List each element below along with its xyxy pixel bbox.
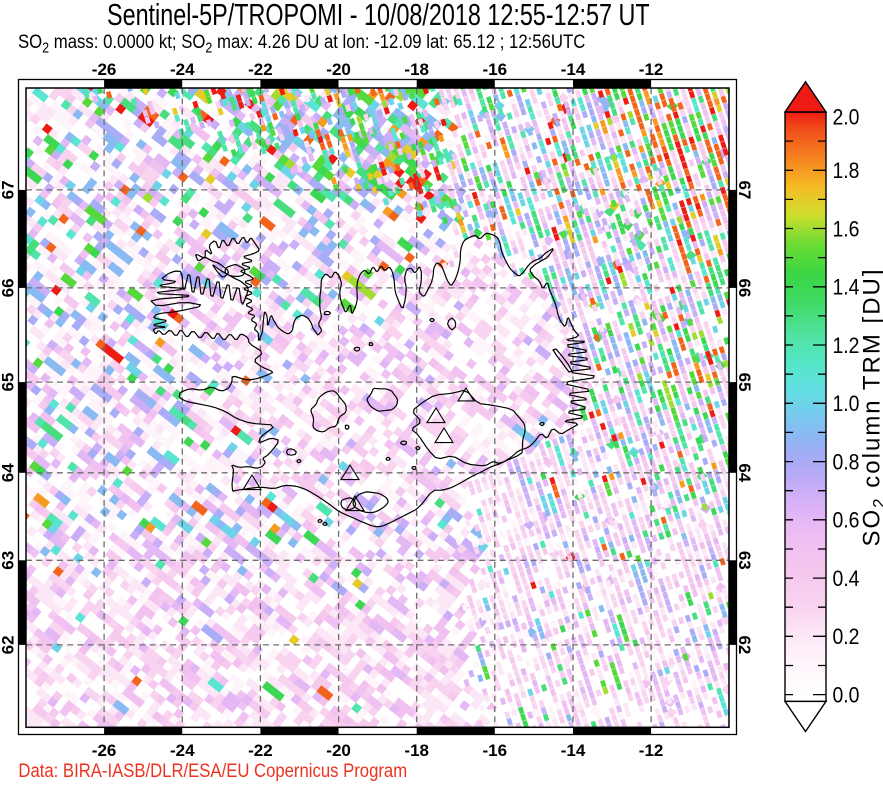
svg-text:0.2: 0.2 (833, 625, 860, 649)
svg-text:63: 63 (0, 551, 18, 570)
svg-text:-24: -24 (170, 741, 195, 760)
svg-text:Sentinel-5P/TROPOMI - 10/08/20: Sentinel-5P/TROPOMI - 10/08/2018 12:55-1… (107, 0, 650, 32)
svg-text:-22: -22 (248, 741, 273, 760)
svg-text:65: 65 (0, 373, 18, 392)
svg-text:62: 62 (735, 635, 754, 654)
svg-text:1.0: 1.0 (833, 392, 860, 416)
svg-text:1.8: 1.8 (833, 159, 860, 183)
svg-text:-12: -12 (639, 60, 664, 79)
svg-text:1.2: 1.2 (833, 334, 860, 358)
svg-text:66: 66 (0, 278, 18, 297)
svg-text:1.4: 1.4 (833, 276, 860, 300)
svg-text:0.6: 0.6 (833, 509, 860, 533)
svg-text:67: 67 (735, 180, 754, 199)
svg-text:-18: -18 (404, 741, 429, 760)
svg-text:Data: BIRA-IASB/DLR/ESA/EU Cop: Data: BIRA-IASB/DLR/ESA/EU Copernicus Pr… (18, 759, 407, 782)
svg-text:0.0: 0.0 (833, 683, 860, 707)
svg-text:-16: -16 (483, 741, 508, 760)
svg-text:-14: -14 (561, 60, 586, 79)
svg-text:-24: -24 (170, 60, 195, 79)
svg-text:62: 62 (0, 635, 18, 654)
svg-text:-22: -22 (248, 60, 273, 79)
svg-text:2.0: 2.0 (833, 105, 860, 129)
svg-text:1.6: 1.6 (833, 217, 860, 241)
svg-text:-26: -26 (92, 741, 117, 760)
svg-text:-14: -14 (561, 741, 586, 760)
svg-text:SO2 mass: 0.0000 kt; SO2 max:: SO2 mass: 0.0000 kt; SO2 max: 4.26 DU at… (18, 31, 585, 56)
svg-text:64: 64 (735, 463, 754, 482)
svg-text:66: 66 (735, 278, 754, 297)
svg-text:0.8: 0.8 (833, 450, 860, 474)
svg-text:0.4: 0.4 (833, 567, 860, 591)
svg-text:-26: -26 (92, 60, 117, 79)
svg-text:-20: -20 (326, 741, 351, 760)
svg-text:-16: -16 (483, 60, 508, 79)
svg-text:-20: -20 (326, 60, 351, 79)
svg-text:SO2 column TRM [DU]: SO2 column TRM [DU] (859, 267, 883, 546)
svg-text:64: 64 (0, 463, 18, 482)
svg-text:63: 63 (735, 551, 754, 570)
svg-text:-12: -12 (639, 741, 664, 760)
svg-text:65: 65 (735, 373, 754, 392)
svg-text:-18: -18 (404, 60, 429, 79)
svg-text:67: 67 (0, 180, 18, 199)
